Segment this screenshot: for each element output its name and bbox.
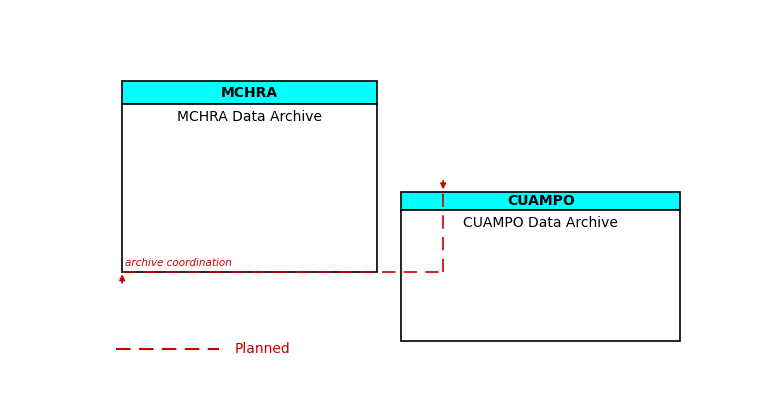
Bar [402,192,680,210]
Text: Planned: Planned [234,342,290,356]
Bar [122,81,377,104]
Text: CUAMPO Data Archive: CUAMPO Data Archive [464,216,619,230]
Text: MCHRA Data Archive: MCHRA Data Archive [177,110,322,124]
Text: archive coordination: archive coordination [125,258,232,268]
Bar [122,104,377,272]
Text: CUAMPO: CUAMPO [507,194,575,208]
Text: MCHRA: MCHRA [221,86,278,100]
Bar [402,210,680,341]
